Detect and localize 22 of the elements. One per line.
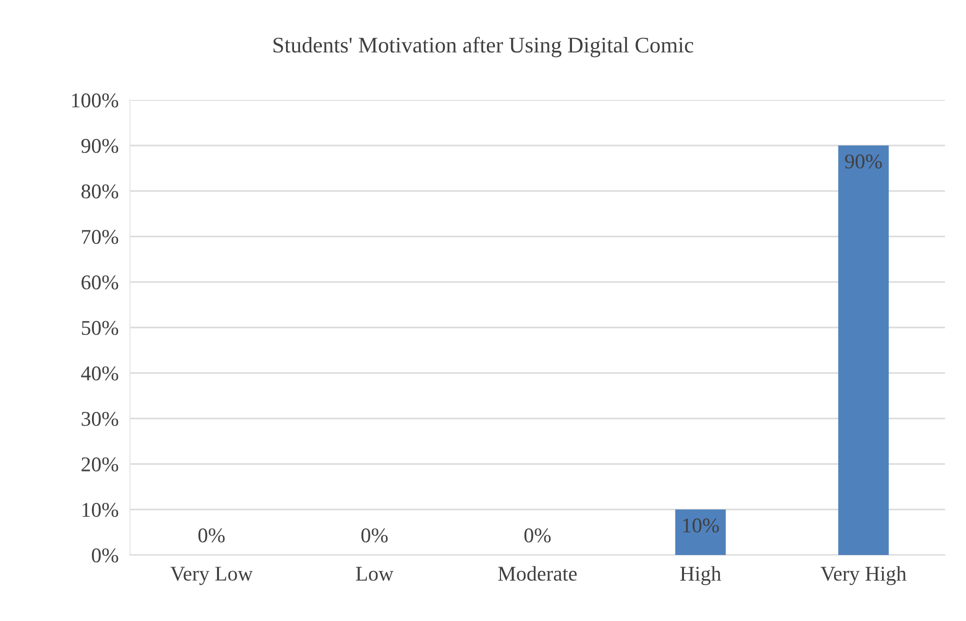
y-tick-label: 100% (72, 93, 118, 108)
data-label: 0% (524, 528, 551, 543)
x-tick-label: Moderate (498, 566, 577, 581)
data-label: 10% (683, 518, 719, 533)
y-tick-label: 80% (81, 184, 118, 198)
y-tick-label: 0% (92, 548, 118, 562)
data-label: 90% (845, 154, 882, 169)
x-tick-label: Low (356, 566, 394, 581)
x-tick-label: High (680, 566, 722, 586)
data-label: 0% (361, 528, 388, 543)
y-tick-label: 90% (81, 138, 118, 153)
y-tick-label: 30% (82, 412, 118, 426)
y-tick-label: 10% (82, 502, 118, 517)
y-tick-label: 70% (82, 230, 118, 244)
chart-title: Students' Motivation after Using Digital Comic (274, 36, 694, 58)
y-tick-label: 40% (81, 366, 118, 380)
x-tick-label: Very High (820, 566, 906, 586)
x-tick-label: Very Low (170, 566, 253, 586)
y-tick-label: 50% (82, 320, 118, 335)
y-tick-label: 60% (82, 275, 118, 290)
data-label: 0% (198, 528, 225, 543)
y-tick-label: 20% (82, 457, 118, 472)
